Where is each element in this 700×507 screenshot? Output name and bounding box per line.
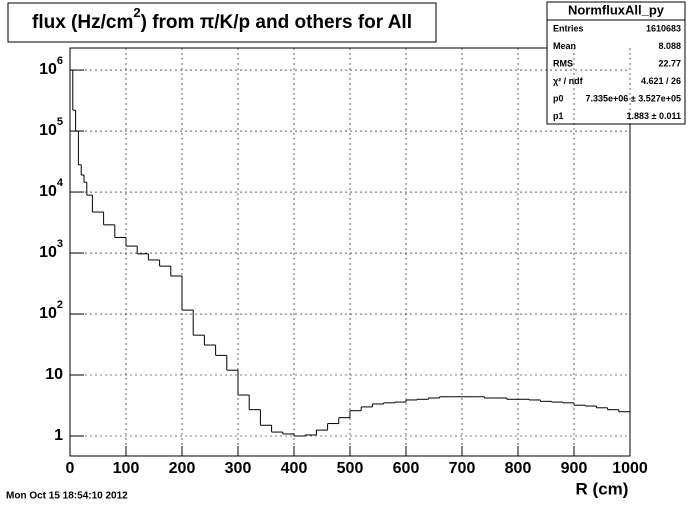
stats-value: 1.883 ± 0.011 bbox=[627, 111, 682, 121]
stats-label: p0 bbox=[553, 93, 564, 103]
y-tick-exponent: 3 bbox=[57, 238, 63, 250]
y-tick-base: 10 bbox=[45, 366, 63, 383]
x-tick-label: 400 bbox=[281, 460, 308, 477]
stats-value: 8.088 bbox=[658, 41, 681, 51]
y-tick-label: 106 bbox=[39, 55, 63, 78]
x-tick-label: 100 bbox=[113, 460, 140, 477]
y-tick-base: 10 bbox=[39, 183, 57, 200]
stats-label: Mean bbox=[553, 41, 576, 51]
title-box bbox=[7, 2, 437, 43]
stats-value: 7.335e+06 ± 3.527e+05 bbox=[585, 93, 681, 103]
title-superscript: 2 bbox=[133, 5, 140, 20]
timestamp: Mon Oct 15 18:54:10 2012 bbox=[6, 491, 128, 502]
stats-label: χ² / ndf bbox=[553, 76, 584, 86]
y-tick-exponent: 5 bbox=[57, 116, 63, 128]
y-tick-label: 104 bbox=[39, 177, 64, 200]
x-tick-label: 900 bbox=[561, 460, 588, 477]
y-tick-exponent: 4 bbox=[57, 177, 64, 189]
stats-title: NormfluxAll_py bbox=[568, 2, 665, 17]
y-tick-label: 10 bbox=[45, 366, 63, 383]
y-tick-label: 102 bbox=[39, 299, 63, 322]
stats-value: 4.621 / 26 bbox=[641, 76, 681, 86]
x-tick-label: 600 bbox=[393, 460, 420, 477]
stats-box: NormfluxAll_py Entries 1610683 Mean 8.088 RM… bbox=[546, 1, 686, 125]
y-tick-base: 10 bbox=[39, 305, 57, 322]
x-tick-label: 200 bbox=[169, 460, 196, 477]
y-tick-label: 1 bbox=[54, 427, 63, 444]
y-tick-base: 10 bbox=[39, 61, 57, 78]
x-tick-label: 300 bbox=[225, 460, 252, 477]
y-tick-base: 10 bbox=[39, 122, 57, 139]
x-tick-label: 0 bbox=[66, 460, 75, 477]
title-text: flux (Hz/cm bbox=[32, 12, 133, 33]
x-tick-label: 1000 bbox=[612, 460, 648, 477]
x-axis-label: R (cm) bbox=[576, 479, 629, 498]
title-text: ) from π/K/p and others for All bbox=[141, 12, 412, 33]
x-tick-label: 500 bbox=[337, 460, 364, 477]
stats-label: RMS bbox=[553, 58, 573, 68]
chart-title: flux (Hz/cm2) from π/K/p and others for … bbox=[32, 5, 412, 33]
x-tick-label: 700 bbox=[449, 460, 476, 477]
stats-value: 22.77 bbox=[658, 58, 681, 68]
y-tick-exponent: 6 bbox=[57, 55, 63, 67]
stats-frame bbox=[546, 1, 686, 125]
stats-label: p1 bbox=[553, 111, 564, 121]
x-tick-label: 800 bbox=[505, 460, 532, 477]
y-tick-label: 103 bbox=[39, 238, 63, 261]
y-tick-base: 10 bbox=[39, 244, 57, 261]
stats-value: 1610683 bbox=[646, 23, 681, 33]
y-tick-exponent: 2 bbox=[57, 299, 63, 311]
y-tick-label: 105 bbox=[39, 116, 63, 139]
stats-label: Entries bbox=[553, 23, 584, 33]
